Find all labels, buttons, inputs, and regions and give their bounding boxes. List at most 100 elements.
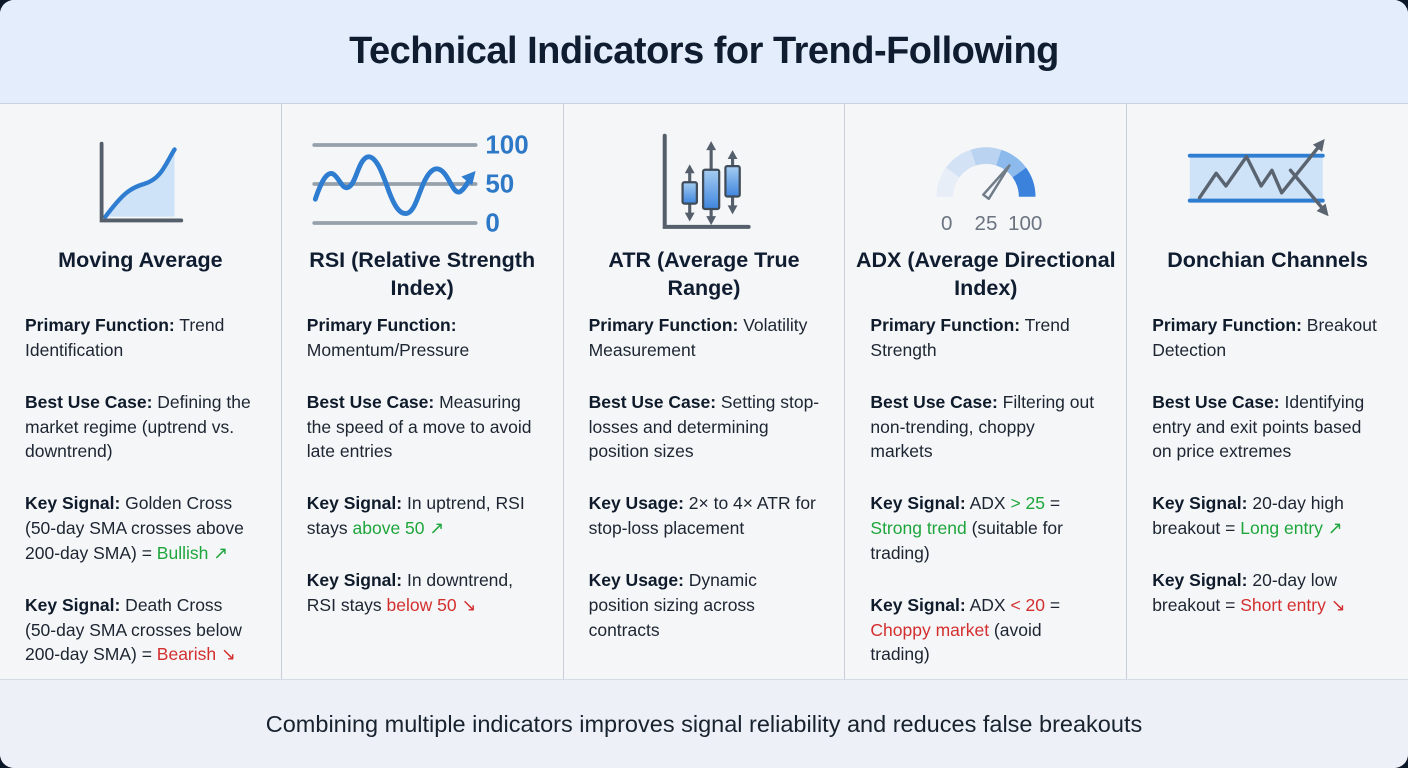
column-title: Moving Average xyxy=(58,248,223,272)
signal-green-text: > 25 xyxy=(1010,493,1046,514)
section-label: Primary Function: xyxy=(306,315,457,335)
indicator-section: Key Usage: Dynamic position sizing acros… xyxy=(589,568,820,643)
rsi-scale-50: 50 xyxy=(486,169,515,199)
signal-red-text: < 20 xyxy=(1010,594,1046,615)
header-band: Technical Indicators for Trend-Following xyxy=(0,0,1408,104)
section-label: Key Signal: xyxy=(870,493,966,514)
oscillator-wave-icon: 100 50 0 xyxy=(312,132,529,236)
signal-red-text: Short entry ↘ xyxy=(1240,594,1346,615)
signal-red-text: below 50 ↘ xyxy=(386,594,477,615)
section-label: Key Signal: xyxy=(1152,493,1248,514)
section-text: Filtering out non-trending, choppy marke… xyxy=(870,391,1095,462)
line-chart-icon xyxy=(100,141,184,223)
indicator-section: Key Signal: ADX > 25 = Strong trend (sui… xyxy=(870,491,1101,566)
indicator-column-rsi: 100 50 0 RSI (Relative Strength Index) P… xyxy=(282,104,564,679)
icon-slot xyxy=(1127,130,1408,238)
indicator-section: Best Use Case: Measuring the speed of a … xyxy=(307,390,538,465)
column-title: ATR (Average True Range) xyxy=(608,248,800,300)
section-label: Key Signal: xyxy=(25,493,121,514)
section-label: Best Use Case: xyxy=(25,391,153,412)
indicator-section: Key Signal: In downtrend, RSI stays belo… xyxy=(307,568,538,618)
section-label: Key Signal: xyxy=(306,493,403,514)
section-label: Best Use Case: xyxy=(870,391,998,412)
section-text: In downtrend, RSI stays xyxy=(306,569,514,615)
signal-green-text: Bullish ↗ xyxy=(156,542,228,563)
footer-band: Combining multiple indicators improves s… xyxy=(0,679,1408,768)
indicator-column-moving-average: Moving Average Primary Function: Trend I… xyxy=(0,104,282,679)
section-text: = xyxy=(1045,493,1061,514)
rsi-scale-0: 0 xyxy=(486,208,500,236)
adx-scale-25: 25 xyxy=(974,212,997,234)
indicator-section: Key Signal: ADX < 20 = Choppy market (av… xyxy=(870,593,1101,668)
section-label: Key Signal: xyxy=(25,594,121,615)
indicator-column-adx: 0 25 100 ADX (Average Directional Index)… xyxy=(845,104,1128,679)
footer-note: Combining multiple indicators improves s… xyxy=(265,710,1143,737)
icon-slot: 100 50 0 xyxy=(282,130,563,238)
indicator-section: Primary Function: Trend Strength xyxy=(870,313,1101,363)
section-label: Primary Function: xyxy=(870,315,1021,335)
section-label: Best Use Case: xyxy=(588,391,717,412)
section-text: (suitable for trading) xyxy=(870,518,1063,563)
indicator-section: Key Usage: 2× to 4× ATR for stop-loss pl… xyxy=(589,491,820,541)
column-title: Donchian Channels xyxy=(1167,248,1368,272)
signal-red-text: Bearish ↘ xyxy=(156,644,236,665)
signal-green-text: Strong trend xyxy=(870,518,967,539)
section-text: Trend Strength xyxy=(870,315,1070,360)
section-text: Trend Identification xyxy=(25,315,225,360)
candlestick-range-icon xyxy=(662,133,751,229)
indicator-section: Key Signal: 20-day high breakout = Long … xyxy=(1152,491,1383,541)
page-title: Technical Indicators for Trend-Following xyxy=(349,30,1059,72)
indicator-section: Primary Function: Momentum/Pressure xyxy=(307,313,538,363)
column-body: Primary Function: Breakout Detection Best… xyxy=(1127,313,1408,618)
section-label: Primary Function: xyxy=(25,315,175,335)
channel-breakout-icon xyxy=(1187,139,1329,217)
signal-green-text: above 50 ↗ xyxy=(352,518,445,539)
indicator-column-atr: ATR (Average True Range) Primary Functio… xyxy=(564,104,846,679)
section-text: ADX xyxy=(965,493,1011,514)
section-text: Momentum/Pressure xyxy=(306,339,470,360)
section-label: Key Usage: xyxy=(588,569,684,590)
section-label: Key Signal: xyxy=(1152,569,1248,590)
section-text: Identifying entry and exit points based … xyxy=(1152,391,1365,462)
section-text: = xyxy=(1045,594,1061,615)
section-label: Primary Function: xyxy=(588,315,739,335)
column-body: Primary Function: Trend Strength Best Use… xyxy=(845,313,1126,667)
section-label: Best Use Case: xyxy=(1152,391,1280,412)
adx-scale-0: 0 xyxy=(941,212,952,234)
section-label: Primary Function: xyxy=(1152,315,1302,335)
signal-green-text: Long entry ↗ xyxy=(1240,518,1343,539)
section-label: Key Usage: xyxy=(588,493,684,514)
section-text: Setting stop-losses and determining posi… xyxy=(588,391,820,462)
section-text: Volatility Measurement xyxy=(588,315,808,360)
section-text: 20-day high breakout = xyxy=(1152,493,1344,539)
section-label: Best Use Case: xyxy=(306,391,435,412)
section-label: Key Signal: xyxy=(870,594,966,615)
indicator-columns: Moving Average Primary Function: Trend I… xyxy=(0,104,1408,679)
section-text: 2× to 4× ATR for stop-loss placement xyxy=(588,493,816,539)
section-text: Breakout Detection xyxy=(1152,315,1377,360)
section-text: Defining the market regime (uptrend vs. … xyxy=(25,391,251,462)
section-text: In uptrend, RSI stays xyxy=(306,493,525,539)
section-text: 20-day low breakout = xyxy=(1152,569,1337,615)
column-body: Primary Function: Trend Identification Be… xyxy=(0,313,281,667)
gauge-icon: 0 25 100 xyxy=(936,147,1042,234)
rsi-scale-100: 100 xyxy=(486,132,529,160)
section-text: Death Cross (50-day SMA crosses below 20… xyxy=(25,594,242,665)
section-text: Golden Cross (50-day SMA crosses above 2… xyxy=(25,493,244,563)
indicator-section: Key Signal: Death Cross (50-day SMA cros… xyxy=(25,593,256,668)
indicator-section: Key Signal: Golden Cross (50-day SMA cro… xyxy=(25,491,256,566)
indicator-section: Best Use Case: Identifying entry and exi… xyxy=(1152,390,1383,465)
section-text: ADX xyxy=(965,594,1011,615)
section-text: Measuring the speed of a move to avoid l… xyxy=(306,391,532,462)
indicator-section: Primary Function: Trend Identification xyxy=(25,313,256,363)
indicator-section: Best Use Case: Setting stop-losses and d… xyxy=(589,390,820,465)
section-label: Key Signal: xyxy=(306,569,403,590)
column-body: Primary Function: Momentum/Pressure Best … xyxy=(282,313,563,618)
indicator-section: Best Use Case: Defining the market regim… xyxy=(25,390,256,465)
column-body: Primary Function: Volatility Measurement… xyxy=(564,313,845,642)
icon-slot: 0 25 100 xyxy=(845,130,1126,238)
indicator-section: Primary Function: Breakout Detection xyxy=(1152,313,1383,363)
column-title: RSI (Relative Strength Index) xyxy=(309,248,536,300)
indicator-column-donchian-channels: Donchian Channels Primary Function: Brea… xyxy=(1127,104,1408,679)
indicator-section: Primary Function: Volatility Measurement xyxy=(589,313,820,363)
